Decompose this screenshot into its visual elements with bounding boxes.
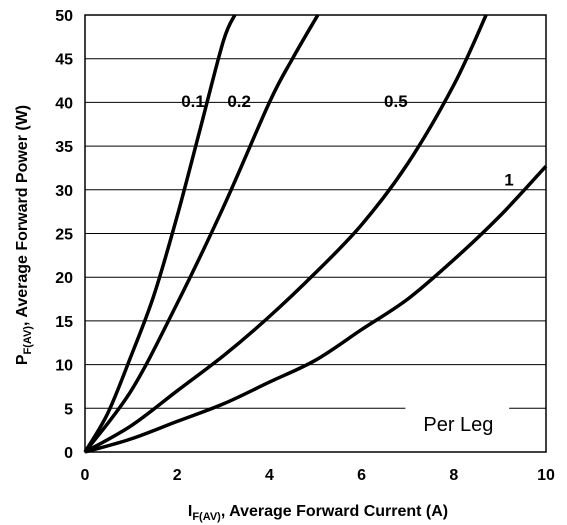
x-axis-title: IF(AV), Average Forward Current (A) [188,503,448,523]
grid-lines [85,58,546,409]
y-tick-label: 40 [55,95,73,112]
x-tick-label: 4 [265,467,274,484]
y-tick-label: 30 [55,183,73,200]
curve-label-0.2: 0.2 [227,92,251,111]
x-tick-label: 8 [449,467,458,484]
y-tick-label: 5 [64,401,73,418]
y-tick-label: 10 [55,358,73,375]
curves [83,14,548,454]
y-tick-labels: 0 5 10 15 20 25 30 35 40 45 50 [55,8,73,462]
x-tick-labels: 0 2 4 6 8 10 [81,467,555,484]
curve-0.5 [84,14,488,454]
y-tick-label: 15 [55,314,73,331]
curve-1 [84,165,548,454]
x-tick-label: 0 [81,467,90,484]
plot-frame [84,14,547,453]
curve-label-1: 1 [504,170,513,189]
curve-0.1 [83,14,237,453]
y-axis-title-rest: , Average Forward Power (W) [14,105,31,326]
curve-label-0.5: 0.5 [384,92,408,111]
y-tick-label: 35 [55,139,73,156]
y-tick-label: 25 [55,227,73,244]
y-tick-label: 0 [64,445,73,462]
curve-label-0.1: 0.1 [181,92,205,111]
curve-0.2 [83,14,320,454]
annotation-background [405,400,510,439]
x-tick-label: 2 [173,467,182,484]
y-tick-label: 20 [55,270,73,287]
y-tick-label: 45 [55,52,73,69]
x-tick-label: 10 [537,467,555,484]
x-axis-title-sub: F(AV) [192,511,221,523]
per-leg-annotation: Per Leg [423,414,493,436]
y-axis-title: PF(AV), Average Forward Power (W) [14,105,34,365]
y-axis-title-sub: F(AV) [22,326,34,355]
y-tick-label: 50 [55,8,73,25]
y-axis-title-main: P [14,354,31,365]
x-axis-title-main: I [188,503,192,520]
x-axis-title-rest: , Average Forward Current (A) [221,503,448,520]
x-tick-label: 6 [357,467,366,484]
curve-labels: 0.1 0.2 0.5 1 [181,92,514,190]
